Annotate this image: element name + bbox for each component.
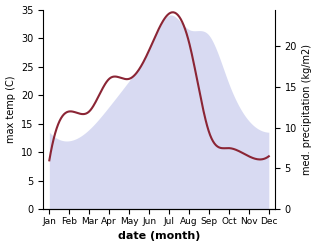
- X-axis label: date (month): date (month): [118, 231, 200, 242]
- Y-axis label: med. precipitation (kg/m2): med. precipitation (kg/m2): [302, 44, 313, 175]
- Y-axis label: max temp (C): max temp (C): [5, 76, 16, 143]
